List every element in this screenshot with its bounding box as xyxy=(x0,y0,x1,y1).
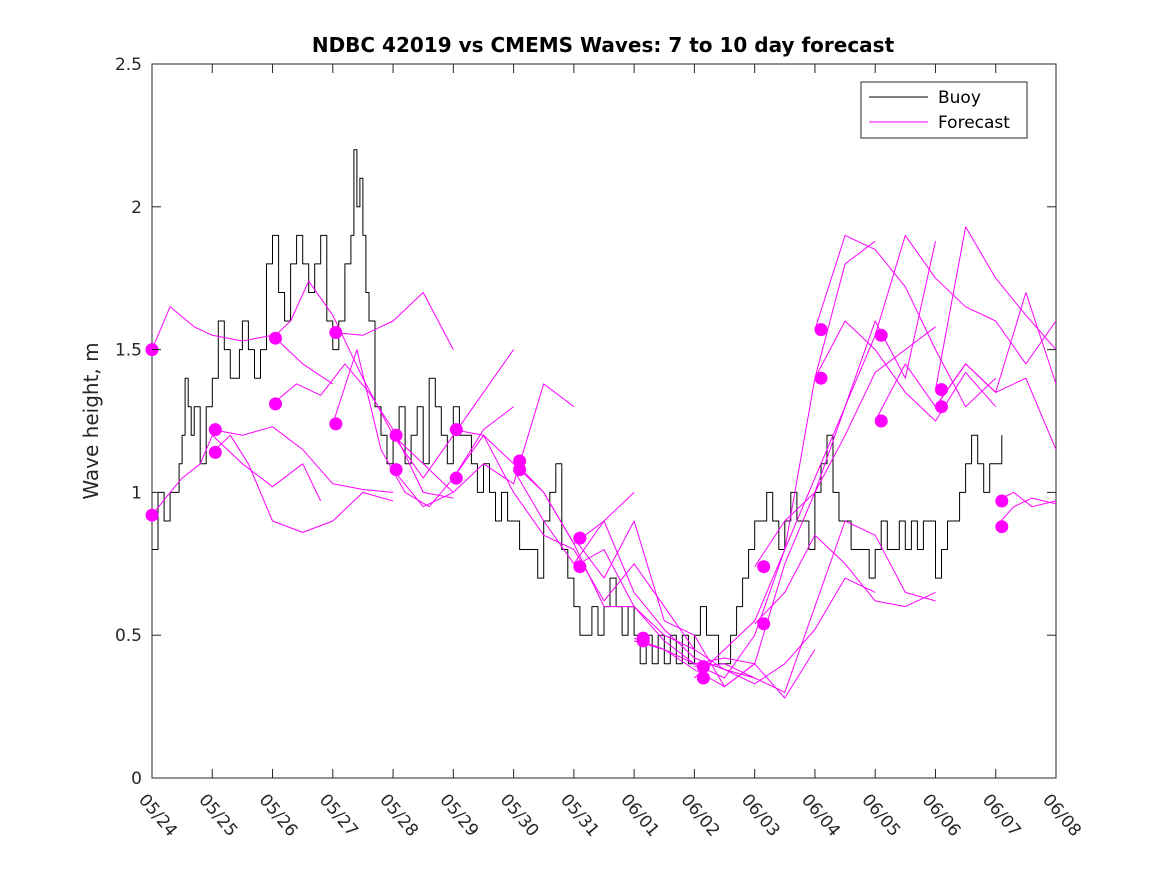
y-tick-label: 1 xyxy=(131,483,142,503)
forecast-start-point xyxy=(208,423,222,437)
forecast-series-line-24 xyxy=(814,320,997,422)
forecast-series-line-20 xyxy=(694,240,936,679)
forecast-start-point xyxy=(814,371,828,385)
forecast-start-point xyxy=(935,400,948,414)
forecast-series-line-27 xyxy=(935,226,1057,390)
forecast-series-line-30 xyxy=(995,497,1057,528)
forecast-start-point xyxy=(329,417,343,431)
legend-buoy-label: Buoy xyxy=(938,88,981,108)
forecast-series-line-15 xyxy=(573,520,816,699)
forecast-start-point xyxy=(449,471,463,485)
forecast-start-point xyxy=(757,560,771,574)
forecast-start-point xyxy=(636,634,650,648)
forecast-start-point xyxy=(995,520,1009,534)
forecast-start-point xyxy=(389,463,403,477)
forecast-start-point xyxy=(389,428,403,442)
forecast-series-line-6 xyxy=(272,363,454,499)
forecast-start-point xyxy=(874,414,888,428)
forecast-series-line-17 xyxy=(633,240,876,679)
forecast-series-line-5 xyxy=(272,280,454,493)
y-axis: 0 0.5 1 1.5 2 2.5 xyxy=(115,55,1056,789)
y-tick-label: 0.5 xyxy=(115,626,142,646)
forecast-start-point xyxy=(269,331,282,345)
forecast-series-line-10 xyxy=(392,383,575,508)
y-tick-label: 0 xyxy=(131,769,142,789)
y-tick-label: 2 xyxy=(131,198,142,218)
forecast-series-line-21 xyxy=(754,326,936,567)
forecast-series-line-14 xyxy=(513,469,755,679)
legend-forecast-label: Forecast xyxy=(938,113,1010,133)
forecast-start-point xyxy=(935,383,948,397)
forecast-series-line-19 xyxy=(694,520,936,693)
forecast-start-point xyxy=(696,671,710,685)
forecast-series-line-28 xyxy=(935,363,1057,450)
forecast-start-point xyxy=(757,617,771,631)
forecast-series-line-12 xyxy=(452,434,695,650)
forecast-start-markers xyxy=(145,323,1009,685)
plot-area xyxy=(145,63,1057,779)
forecast-series-line-23 xyxy=(814,234,997,408)
legend: Buoy Forecast xyxy=(860,81,1028,139)
forecast-start-point xyxy=(573,531,587,545)
forecast-start-point xyxy=(696,660,710,674)
chart-title: NDBC 42019 vs CMEMS Waves: 7 to 10 day f… xyxy=(312,33,895,57)
y-axis-label: Wave height, m xyxy=(79,342,103,499)
forecast-series-line-3 xyxy=(212,426,394,493)
forecast-series-line-25 xyxy=(874,234,1057,365)
forecast-start-point xyxy=(145,508,159,522)
axes-frame xyxy=(151,63,1057,779)
forecast-start-point xyxy=(814,323,828,337)
forecast-series-line-18 xyxy=(633,335,876,688)
forecast-series-line-16 xyxy=(573,549,876,685)
forecast-start-point xyxy=(573,560,587,574)
forecast-start-point xyxy=(513,463,527,477)
legend-box xyxy=(860,81,1028,139)
forecast-start-point xyxy=(208,445,222,459)
y-tick-label: 1.5 xyxy=(115,341,142,361)
forecast-start-point xyxy=(449,423,463,437)
forecast-series-line-4 xyxy=(211,434,394,533)
forecast-series-line-7 xyxy=(332,292,454,350)
forecast-start-point xyxy=(995,494,1009,508)
forecast-series-line-1 xyxy=(151,306,334,385)
forecast-start-point xyxy=(329,326,343,339)
forecast-start-point xyxy=(874,328,888,342)
forecast-series-line-22 xyxy=(754,534,936,625)
y-tick-label: 2.5 xyxy=(115,55,142,75)
forecast-start-point xyxy=(269,397,282,411)
